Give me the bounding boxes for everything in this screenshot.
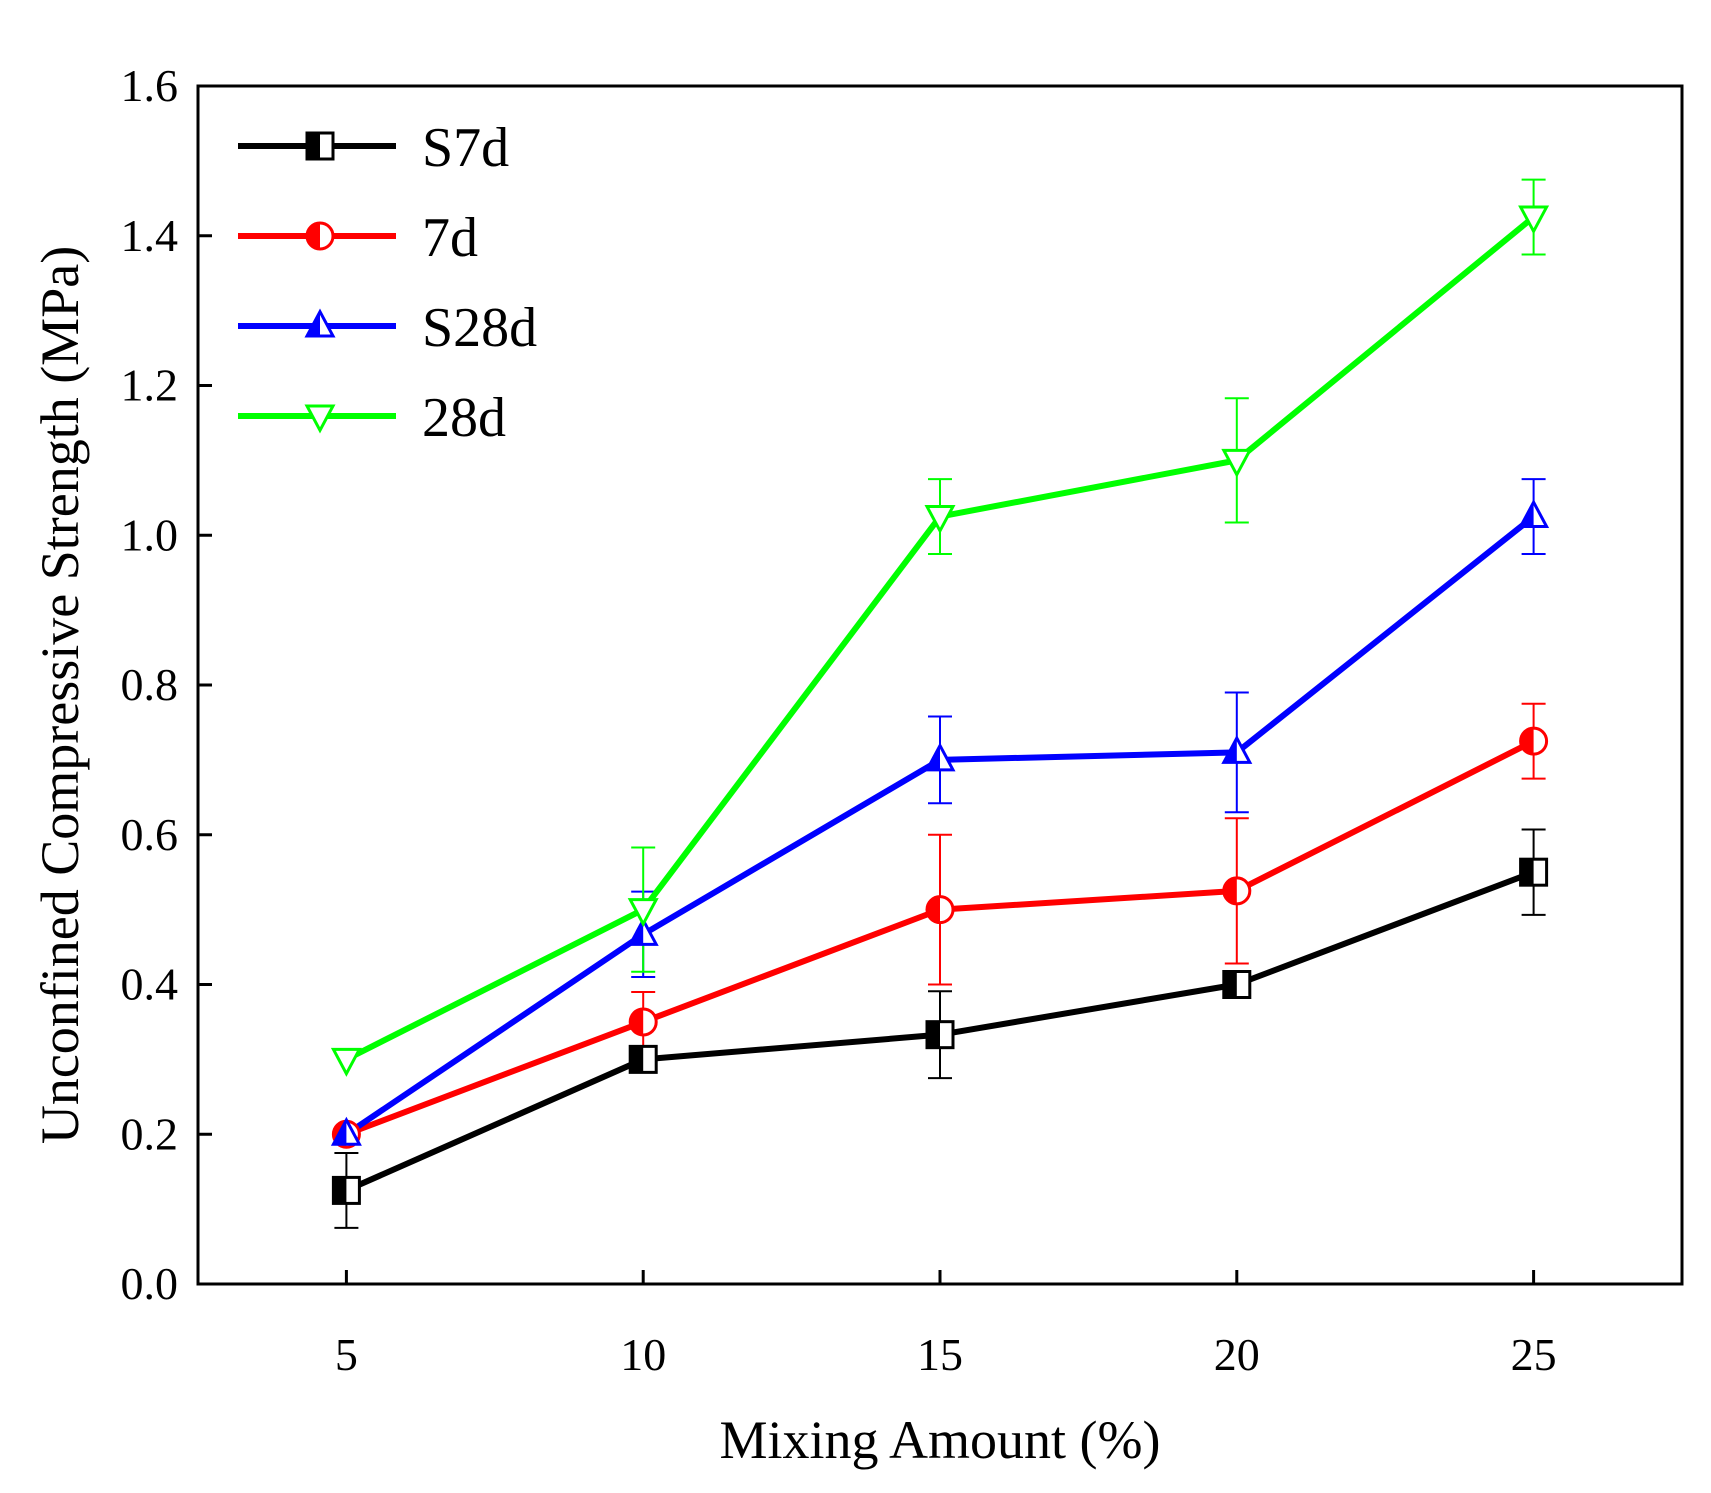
- legend-label: S7d: [422, 117, 509, 179]
- y-axis-ticks: 0.0 0.2 0.4 0.6 0.8 1.0 1.2 1.4 1.6: [121, 60, 212, 1309]
- data-point-28d: [627, 898, 659, 928]
- data-point-S7d: [628, 1044, 658, 1074]
- data-point-7d: [925, 895, 955, 925]
- y-tick-label: 0.8: [121, 659, 179, 710]
- series-markers: [330, 205, 1550, 1205]
- x-tick-label: 10: [620, 1329, 666, 1380]
- y-tick-label: 0.6: [121, 809, 179, 860]
- data-point-S7d: [1519, 857, 1549, 887]
- legend-marker: [305, 131, 335, 161]
- y-tick-label: 1.2: [121, 360, 179, 411]
- legend-label: 7d: [422, 207, 478, 269]
- data-point-28d: [1518, 205, 1550, 235]
- legend-label: S28d: [422, 297, 537, 359]
- data-point-7d: [628, 1007, 658, 1037]
- data-point-7d: [1222, 876, 1252, 906]
- x-axis-ticks: 5 10 15 20 25: [335, 1270, 1557, 1380]
- y-tick-label: 1.0: [121, 509, 179, 560]
- data-point-28d: [924, 505, 956, 535]
- legend-label: 28d: [422, 387, 506, 449]
- x-tick-label: 15: [917, 1329, 963, 1380]
- data-point-S28d: [1221, 734, 1253, 764]
- legend-item: 28d: [238, 387, 506, 449]
- legend-marker: [304, 308, 336, 338]
- x-tick-label: 5: [335, 1329, 358, 1380]
- legend-marker: [304, 404, 336, 434]
- x-axis-title: Mixing Amount (%): [720, 1410, 1161, 1470]
- legend: S7d 7d S28d 28d: [238, 117, 537, 449]
- data-point-S7d: [1222, 970, 1252, 999]
- data-point-28d: [1221, 448, 1253, 478]
- x-tick-label: 20: [1214, 1329, 1260, 1380]
- data-point-S7d: [925, 1020, 955, 1050]
- y-tick-label: 1.4: [121, 210, 179, 261]
- legend-item: S7d: [238, 117, 509, 179]
- y-tick-label: 0.0: [121, 1258, 179, 1309]
- x-tick-label: 25: [1511, 1329, 1557, 1380]
- legend-item: S28d: [238, 297, 537, 359]
- data-point-28d: [330, 1047, 362, 1077]
- data-point-S28d: [330, 1116, 362, 1146]
- y-axis-title: Unconfined Compressive Strength (MPa): [30, 246, 90, 1144]
- y-tick-label: 0.4: [121, 959, 179, 1010]
- data-point-S28d: [1518, 499, 1550, 529]
- data-point-7d: [1519, 726, 1549, 756]
- data-point-S28d: [924, 742, 956, 772]
- y-tick-label: 1.6: [121, 60, 179, 111]
- y-tick-label: 0.2: [121, 1108, 179, 1159]
- data-point-S7d: [331, 1175, 361, 1205]
- data-point-S28d: [627, 916, 659, 946]
- legend-item: 7d: [238, 207, 478, 269]
- legend-marker: [305, 221, 335, 251]
